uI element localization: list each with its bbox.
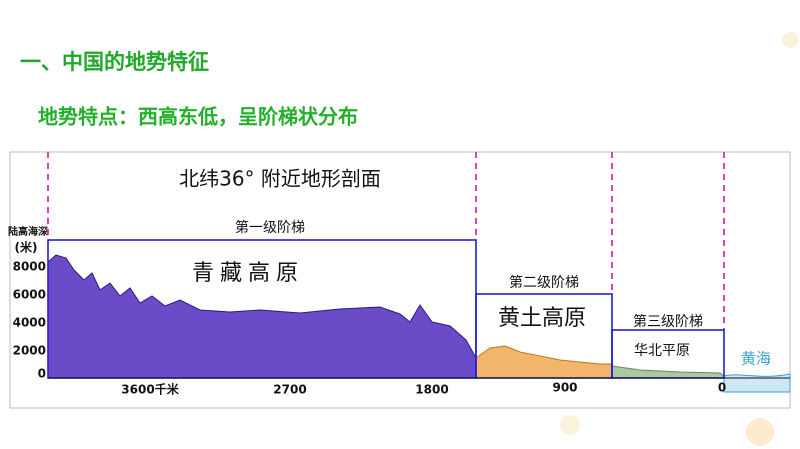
x-tick-label: 1800 — [415, 383, 448, 397]
sea-label: 黄海 — [741, 350, 771, 368]
x-tick-label: 3600千米 — [121, 382, 179, 397]
subheading: 地势特点：西高东低，呈阶梯状分布 — [38, 105, 358, 129]
y-tick-label: 2000 — [13, 344, 46, 358]
profile-figure: 北纬36° 附近地形剖面 陆高海深 (米) 8000 6000 4000 200… — [8, 151, 791, 409]
y-tick-label: 6000 — [13, 288, 46, 302]
y-tick-label: 8000 — [13, 260, 46, 274]
y-tick-label: 0 — [38, 367, 46, 381]
region-label: 黄土高原 — [498, 306, 586, 331]
x-tick-label: 2700 — [273, 383, 306, 397]
y-axis-label: 陆高海深 — [8, 225, 48, 238]
decoration — [560, 32, 798, 446]
step-label: 第一级阶梯 — [235, 219, 305, 236]
x-tick-label: 900 — [552, 381, 577, 395]
x-tick-label: 0 — [718, 381, 726, 395]
region-label: 青藏高原 — [192, 261, 304, 286]
step-label: 第三级阶梯 — [633, 313, 703, 330]
y-axis-label: (米) — [15, 240, 38, 255]
figure-title: 北纬36° 附近地形剖面 — [179, 167, 381, 191]
sea — [723, 373, 791, 393]
step-label: 第二级阶梯 — [509, 274, 579, 291]
heading: 一、中国的地势特征 — [20, 50, 209, 74]
tibet-terrain — [47, 254, 477, 379]
y-tick-label: 4000 — [13, 316, 46, 330]
region-label: 华北平原 — [634, 343, 690, 359]
